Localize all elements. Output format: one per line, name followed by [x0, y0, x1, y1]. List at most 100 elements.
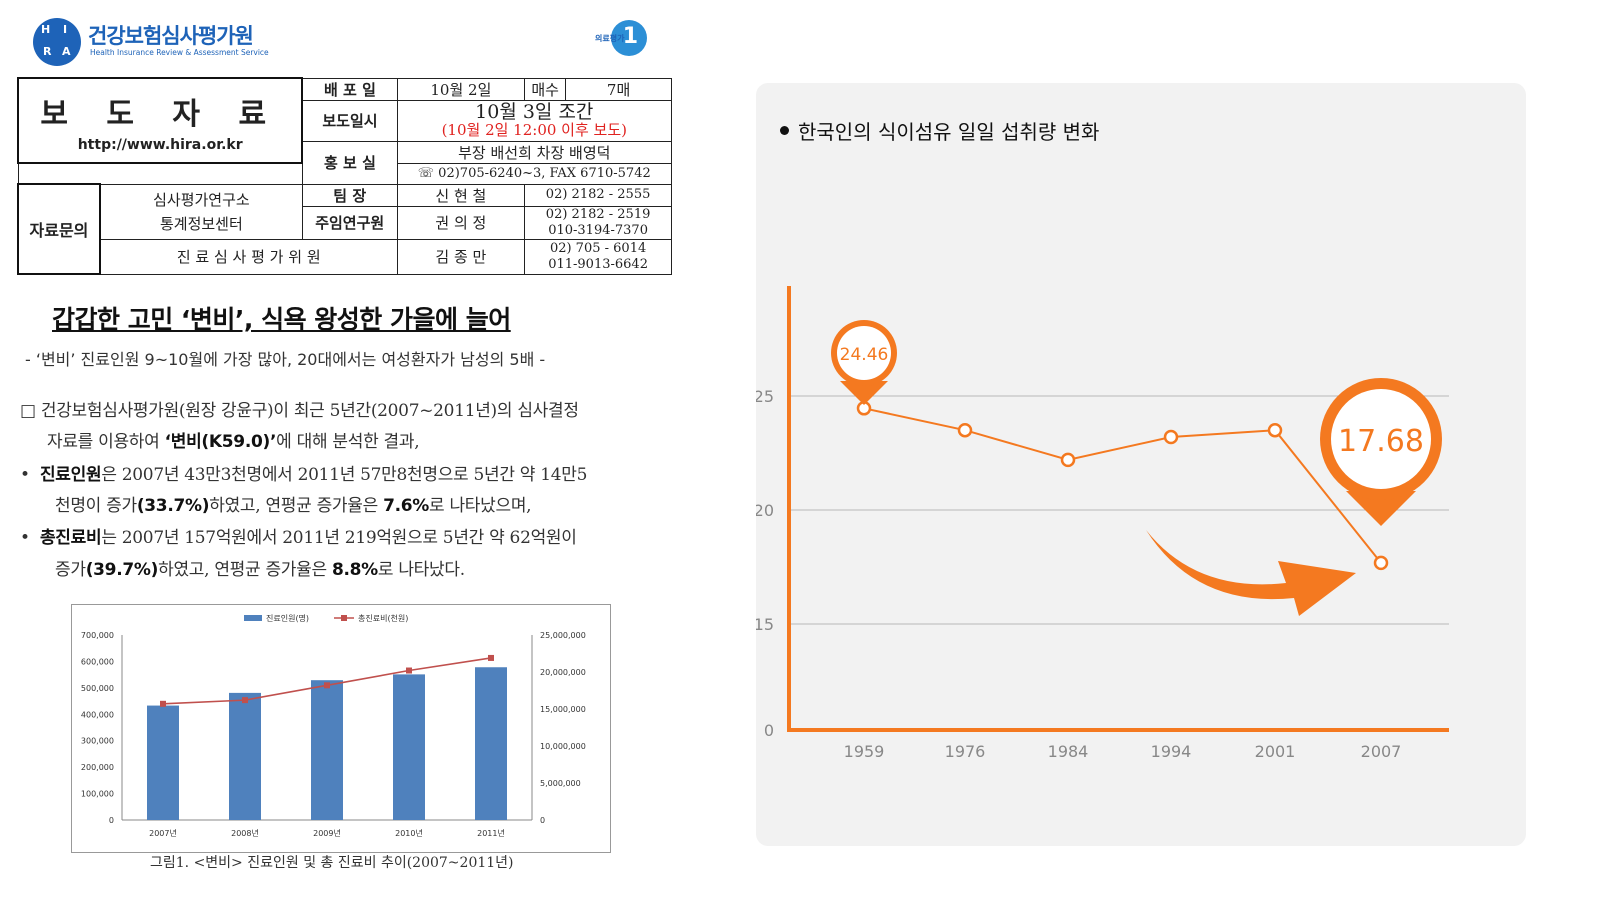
role3-phone1: 02) 705 - 6014 [549, 240, 647, 256]
y-tick-label: 20 [756, 501, 774, 520]
legend-label-patients: 진료인원(명) [266, 613, 309, 623]
x-tick-label: 1959 [844, 742, 885, 761]
left-tick-label: 300,000 [81, 737, 114, 746]
spacer-cell [17, 163, 303, 185]
role1-phone: 02) 2182 - 2555 [524, 183, 672, 207]
logo-letter-h: H [41, 23, 51, 36]
pages-value: 7매 [565, 77, 672, 101]
cost-point [242, 697, 248, 704]
badge-circle [611, 20, 647, 56]
y-tick-label: 0 [764, 721, 774, 740]
badge-text: 의료평가 [595, 34, 625, 43]
evaluation-badge: 1 의료평가 [595, 20, 655, 60]
fiber-point [1163, 429, 1179, 445]
bullet-icon: • [20, 465, 30, 485]
x-tick-label: 2010년 [395, 828, 423, 838]
distribution-label: 배 포 일 [301, 77, 398, 101]
title-bullet-icon [780, 126, 789, 135]
right-tick-label: 5,000,000 [540, 779, 581, 788]
x-tick-label: 2001 [1255, 742, 1296, 761]
role2-name: 권 의 정 [396, 205, 526, 240]
fiber-point [1267, 422, 1283, 438]
fiber-point [1060, 452, 1076, 468]
role2-phone2: 010-3194-7370 [548, 222, 648, 238]
p2b-post: 로 나타났으며, [429, 496, 532, 516]
patients-cost-chart-svg: 0 100,000 200,000 300,000 400,000 500,000 600,… [81, 613, 586, 838]
p3b-pre: 증가 [55, 560, 86, 580]
press-release-header-cell: 보 도 자 료 http://www.hira.or.kr [16, 77, 304, 164]
press-release-title: 보 도 자 료 [40, 96, 281, 132]
p3b-mid: 하였고, 연평균 증가율은 [158, 560, 332, 580]
org-cell: 심사평가연구소 통계정보센터 [99, 183, 303, 240]
patients-cost-chart: 0 100,000 200,000 300,000 400,000 500,000 600,… [71, 604, 611, 853]
trend-arrow-icon [1146, 530, 1356, 616]
bar-patients [229, 692, 261, 820]
role1-name: 신 현 철 [396, 183, 526, 207]
p2b-mid: 하였고, 연평균 증가율은 [209, 496, 384, 516]
x-tick-label: 2009년 [313, 828, 341, 838]
cost-point [406, 667, 412, 674]
callout-label-24-46: 24.46 [840, 345, 889, 365]
legend-swatch-patients [244, 615, 262, 621]
p3a-bold: 총진료비 [39, 528, 102, 548]
bar-patients [147, 705, 179, 820]
fiber-chart-svg: 0 15 20 25 1959 1976 1984 1994 2001 2007 24.46 17.6… [756, 286, 1449, 761]
right-tick-label: 25,000,000 [540, 631, 586, 640]
fiber-point [957, 422, 973, 438]
logo-emblem [33, 18, 81, 66]
paragraph-3b: 증가(39.7%)하였고, 연평균 증가율은 8.8%로 나타났다. [55, 555, 465, 580]
x-tick-label: 2008년 [231, 828, 259, 838]
release-line1: 10월 3일 조간 [475, 100, 594, 123]
role3-phone2: 011-9013-6642 [548, 256, 648, 272]
p2a-post: 은 2007년 43만3천명에서 2011년 57만8천명으로 5년간 약 14… [101, 465, 588, 485]
left-tick-label: 0 [109, 816, 114, 825]
p2b-bold1: (33.7%) [136, 496, 210, 516]
distribution-date: 10월 2일 [396, 77, 526, 101]
p3b-post: 로 나타났다. [377, 560, 465, 580]
bar-patients [311, 680, 343, 820]
p3a-post: 는 2007년 157억원에서 2011년 219억원으로 5년간 약 62억원… [101, 528, 577, 548]
cost-point [160, 700, 166, 707]
left-tick-label: 400,000 [81, 710, 114, 719]
paragraph-1a: □ 건강보험심사평가원(원장 강윤구)이 최근 5년간(2007~2011년)의… [20, 401, 579, 421]
left-tick-label: 200,000 [81, 763, 114, 772]
y-tick-label: 15 [756, 615, 774, 634]
pr-label: 홍 보 실 [301, 140, 398, 185]
right-tick-label: 15,000,000 [540, 705, 586, 714]
right-tick-label: 10,000,000 [540, 742, 586, 751]
p2b-bold2: 7.6% [383, 496, 430, 516]
logo-letter-a: A [62, 45, 71, 58]
article-headline: 갑갑한 고민 ‘변비’, 식욕 왕성한 가을에 늘어 [52, 305, 511, 334]
release-label: 보도일시 [301, 99, 398, 142]
right-tick-label: 20,000,000 [540, 668, 586, 677]
left-tick-label: 500,000 [81, 684, 114, 693]
callout-pin-17-68 [1346, 491, 1416, 526]
callout-label-17-68: 17.68 [1338, 424, 1424, 459]
role2-label: 주임연구원 [301, 205, 398, 240]
x-tick-label: 1976 [945, 742, 986, 761]
p1b-post: 에 대해 분석한 결과, [276, 432, 420, 452]
article-subhead: - ‘변비’ 진료인원 9~10월에 가장 많아, 20대에서는 여성환자가 남… [25, 350, 546, 369]
x-tick-label: 1984 [1048, 742, 1089, 761]
logo-name: 건강보험심사평가원 [88, 24, 254, 48]
x-tick-label: 2011년 [477, 828, 505, 838]
cost-point [488, 654, 494, 661]
left-tick-label: 100,000 [81, 790, 114, 799]
role2-phone-cell: 02) 2182 - 2519 010-3194-7370 [524, 205, 672, 240]
callout-pin-24-46 [840, 381, 888, 405]
website-url[interactable]: http://www.hira.or.kr [77, 136, 243, 153]
p3b-bold2: 8.8% [331, 560, 378, 580]
paragraph-2a: • 진료인원은 2007년 43만3천명에서 2011년 57만8천명으로 5년… [20, 460, 587, 485]
p1b-bold: ‘변비(K59.0)’ [164, 432, 277, 452]
left-tick-label: 700,000 [81, 631, 114, 640]
bullet-icon: • [20, 528, 30, 548]
p3b-bold1: (39.7%) [85, 560, 159, 580]
fiber-chart-title: 한국인의 식이섬유 일일 섭취량 변화 [798, 120, 1100, 144]
y-tick-label: 25 [756, 387, 774, 406]
release-time-cell: 10월 3일 조간 (10월 2일 12:00 이후 보도) [396, 99, 673, 142]
release-line2: (10월 2일 12:00 이후 보도) [441, 120, 627, 139]
role3-phone-cell: 02) 705 - 6014 011-9013-6642 [524, 238, 672, 275]
p2a-bold: 진료인원 [39, 465, 102, 485]
logo-letter-r: R [43, 45, 52, 58]
paragraph-1b: 자료를 이용하여 ‘변비(K59.0)’에 대해 분석한 결과, [47, 427, 420, 452]
